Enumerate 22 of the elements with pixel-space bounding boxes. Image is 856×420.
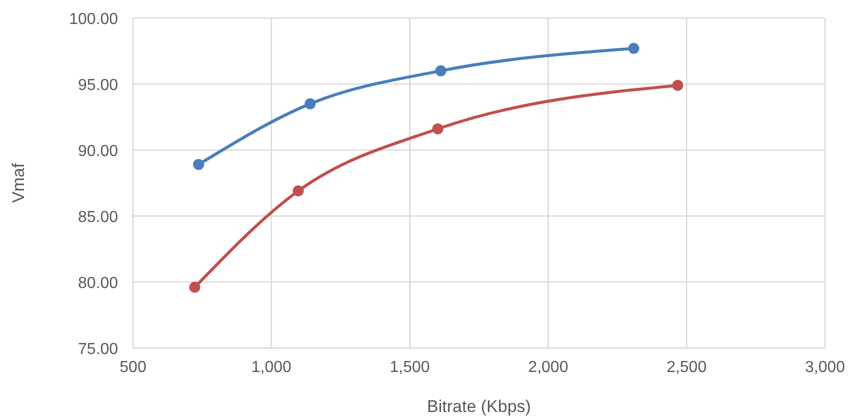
- point: [304, 98, 316, 110]
- point: [435, 65, 446, 76]
- y-tick-label: 80.00: [78, 275, 118, 292]
- y-tick-label: 75.00: [78, 341, 118, 358]
- x-tick-label: 1,000: [251, 359, 292, 376]
- x-tick-label: 2,500: [666, 359, 707, 376]
- point: [189, 282, 200, 293]
- y-tick-label: 90.00: [78, 143, 118, 160]
- x-axis-title: Bitrate (Kbps): [427, 397, 531, 416]
- x-tick-label: 3,000: [804, 359, 846, 376]
- x-tick-label: 500: [120, 359, 146, 376]
- point: [193, 159, 204, 170]
- point: [292, 185, 304, 196]
- x-tick-label: 1,500: [390, 359, 430, 376]
- point: [672, 80, 684, 91]
- point: [432, 123, 444, 134]
- y-tick-label: 85.00: [78, 209, 118, 226]
- x-tick-label: 2,000: [528, 359, 568, 376]
- y-tick-label: 100.00: [69, 11, 118, 28]
- y-tick-label: 95.00: [78, 77, 118, 94]
- point: [628, 42, 640, 54]
- y-axis-title: Vmaf: [9, 162, 28, 203]
